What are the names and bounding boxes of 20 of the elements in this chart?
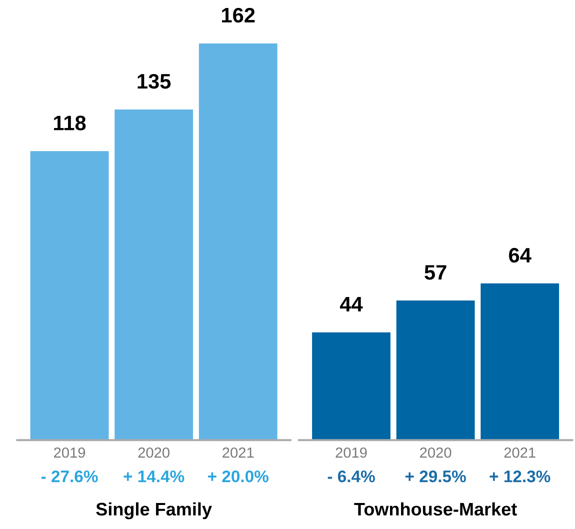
x-tick-label: 2021 [222,447,254,458]
data-label: 64 [509,248,532,263]
text: - 6.4% [328,470,375,482]
x-tick-label: 2020 [420,447,452,458]
x-tick-label: 2021 [504,447,536,458]
data-label: 162 [222,8,255,23]
data-label: 118 [54,116,86,130]
x-axis-title: Townhouse-Market [354,502,517,516]
x-axis-title: Single Family [96,502,212,520]
data-label: 135 [138,74,171,89]
data-label: 44 [340,297,363,312]
text: + 14.4% [124,470,184,482]
text: + 12.3% [490,470,550,482]
data-label: 57 [424,265,446,280]
x-tick-label: 2019 [54,447,86,458]
text: + 20.0% [208,470,268,482]
x-tick-label: 2020 [138,447,170,458]
text: + 29.5% [405,470,466,482]
text: - 27.6% [41,470,98,482]
x-tick-label: 2019 [336,447,367,458]
